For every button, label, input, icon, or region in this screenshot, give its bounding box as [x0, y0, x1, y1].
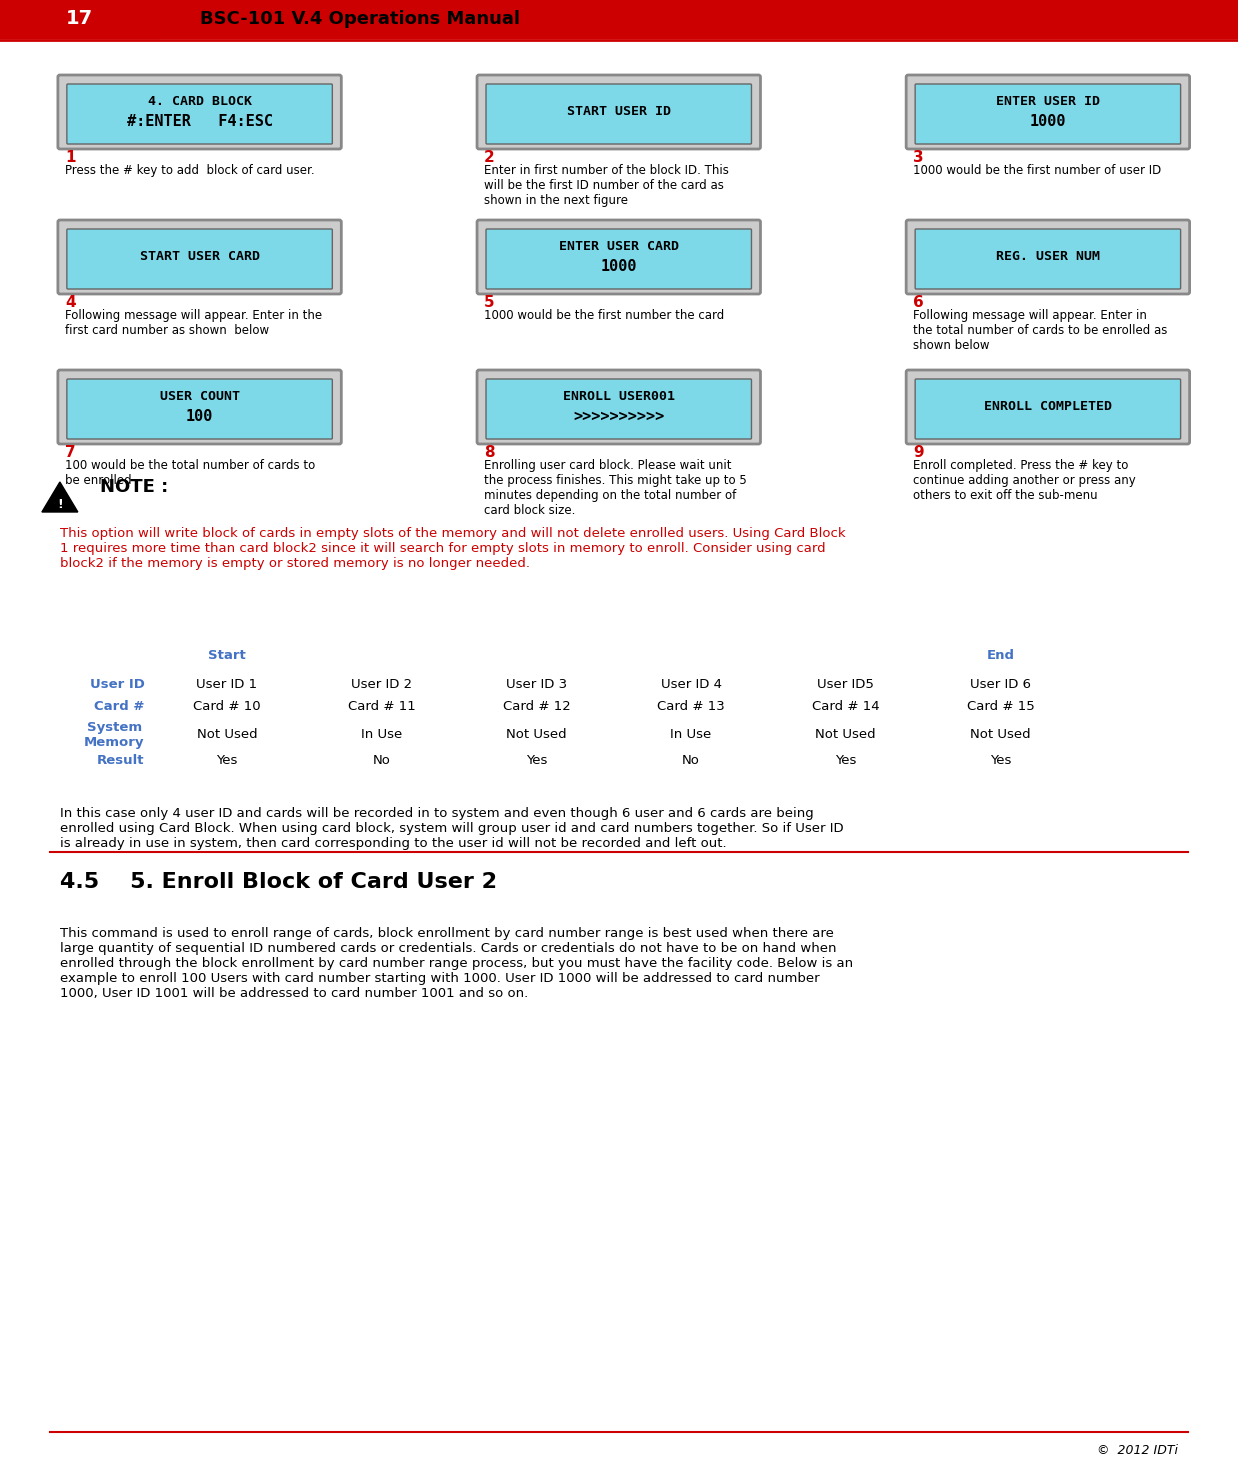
Text: 4.5    5. Enroll Block of Card User 2: 4.5 5. Enroll Block of Card User 2 [60, 871, 497, 892]
FancyBboxPatch shape [58, 369, 341, 445]
Text: No: No [682, 755, 701, 767]
Text: No: No [373, 755, 391, 767]
Text: End: End [987, 649, 1014, 662]
Text: 100: 100 [186, 409, 213, 424]
Text: Yes: Yes [216, 755, 238, 767]
Text: 9: 9 [913, 445, 924, 459]
Bar [0, 0, 1238, 38]
Text: 1000: 1000 [600, 259, 637, 274]
Text: 4: 4 [64, 294, 76, 311]
Text: Start: Start [208, 649, 246, 662]
Text: ©  2012 IDTi: © 2012 IDTi [1096, 1444, 1178, 1457]
Text: 6: 6 [913, 294, 924, 311]
Text: USER COUNT: USER COUNT [160, 390, 239, 403]
Text: 4. CARD BLOCK: 4. CARD BLOCK [148, 94, 252, 107]
Text: User ID: User ID [89, 677, 145, 690]
FancyBboxPatch shape [67, 84, 332, 144]
Text: Enter in first number of the block ID. This
will be the first ID number of the c: Enter in first number of the block ID. T… [484, 163, 729, 208]
Text: 3: 3 [913, 150, 924, 165]
Text: Not Used: Not Used [816, 729, 877, 740]
Text: Yes: Yes [990, 755, 1011, 767]
Text: Card # 14: Card # 14 [812, 699, 879, 712]
Text: User ID 6: User ID 6 [970, 677, 1030, 690]
Text: In Use: In Use [671, 729, 712, 740]
FancyBboxPatch shape [58, 75, 341, 149]
Text: NOTE :: NOTE : [99, 478, 169, 496]
Text: ENROLL COMPLETED: ENROLL COMPLETED [983, 400, 1112, 412]
FancyBboxPatch shape [906, 369, 1189, 445]
Bar [0, 0, 160, 38]
FancyBboxPatch shape [915, 84, 1180, 144]
Text: 8: 8 [484, 445, 495, 459]
FancyBboxPatch shape [67, 230, 332, 289]
Text: Yes: Yes [835, 755, 857, 767]
Text: 5: 5 [484, 294, 495, 311]
FancyBboxPatch shape [915, 378, 1180, 439]
Text: User ID 2: User ID 2 [351, 677, 412, 690]
Text: 1000 would be the first number of user ID: 1000 would be the first number of user I… [913, 163, 1162, 177]
FancyBboxPatch shape [486, 84, 751, 144]
Text: User ID 4: User ID 4 [661, 677, 722, 690]
Text: User ID 3: User ID 3 [506, 677, 567, 690]
Text: >>>>>>>>>>: >>>>>>>>>> [573, 409, 665, 424]
FancyBboxPatch shape [477, 369, 760, 445]
Text: ENTER USER CARD: ENTER USER CARD [559, 240, 678, 253]
Text: Not Used: Not Used [197, 729, 258, 740]
Text: ENTER USER ID: ENTER USER ID [996, 94, 1100, 107]
Text: ENROLL USER001: ENROLL USER001 [563, 390, 675, 403]
Text: In Use: In Use [361, 729, 402, 740]
Text: Card # 15: Card # 15 [967, 699, 1034, 712]
Text: Result: Result [97, 755, 145, 767]
Text: This option will write block of cards in empty slots of the memory and will not : This option will write block of cards in… [60, 527, 846, 570]
Text: Yes: Yes [526, 755, 547, 767]
Text: 1: 1 [64, 150, 76, 165]
Text: START USER ID: START USER ID [567, 105, 671, 118]
Text: User ID 1: User ID 1 [196, 677, 258, 690]
Text: Not Used: Not Used [506, 729, 567, 740]
Text: 17: 17 [66, 9, 93, 28]
Text: Enrolling user card block. Please wait unit
the process finishes. This might tak: Enrolling user card block. Please wait u… [484, 459, 746, 517]
FancyBboxPatch shape [58, 219, 341, 294]
FancyBboxPatch shape [486, 230, 751, 289]
Text: #:ENTER   F4:ESC: #:ENTER F4:ESC [126, 113, 273, 128]
Text: User ID5: User ID5 [817, 677, 874, 690]
Text: Card # 13: Card # 13 [657, 699, 725, 712]
Text: Following message will appear. Enter in
the total number of cards to be enrolled: Following message will appear. Enter in … [913, 309, 1168, 352]
FancyBboxPatch shape [477, 219, 760, 294]
Text: Not Used: Not Used [970, 729, 1030, 740]
FancyBboxPatch shape [915, 230, 1180, 289]
Text: System
Memory: System Memory [84, 721, 145, 749]
Text: 1000: 1000 [1029, 113, 1066, 128]
Text: In this case only 4 user ID and cards will be recorded in to system and even tho: In this case only 4 user ID and cards wi… [60, 807, 843, 849]
FancyBboxPatch shape [486, 378, 751, 439]
Text: REG. USER NUM: REG. USER NUM [996, 250, 1100, 262]
Text: 7: 7 [64, 445, 76, 459]
Text: 1000 would be the first number the card: 1000 would be the first number the card [484, 309, 724, 322]
FancyBboxPatch shape [67, 378, 332, 439]
Text: BSC-101 V.4 Operations Manual: BSC-101 V.4 Operations Manual [200, 10, 520, 28]
FancyBboxPatch shape [906, 75, 1189, 149]
FancyBboxPatch shape [477, 75, 760, 149]
FancyBboxPatch shape [906, 219, 1189, 294]
Text: Card # 12: Card # 12 [502, 699, 570, 712]
Text: !: ! [57, 498, 63, 511]
Text: 2: 2 [484, 150, 495, 165]
Text: Press the # key to add  block of card user.: Press the # key to add block of card use… [64, 163, 315, 177]
Text: This command is used to enroll range of cards, block enrollment by card number r: This command is used to enroll range of … [60, 927, 853, 999]
Text: Card #: Card # [94, 699, 145, 712]
Text: Enroll completed. Press the # key to
continue adding another or press any
others: Enroll completed. Press the # key to con… [913, 459, 1136, 502]
Text: Card # 10: Card # 10 [193, 699, 260, 712]
Text: START USER CARD: START USER CARD [140, 250, 259, 262]
Text: Following message will appear. Enter in the
first card number as shown  below: Following message will appear. Enter in … [64, 309, 322, 337]
Polygon shape [42, 481, 78, 512]
Text: Card # 11: Card # 11 [348, 699, 415, 712]
Text: 100 would be the total number of cards to
be enrolled: 100 would be the total number of cards t… [64, 459, 315, 487]
